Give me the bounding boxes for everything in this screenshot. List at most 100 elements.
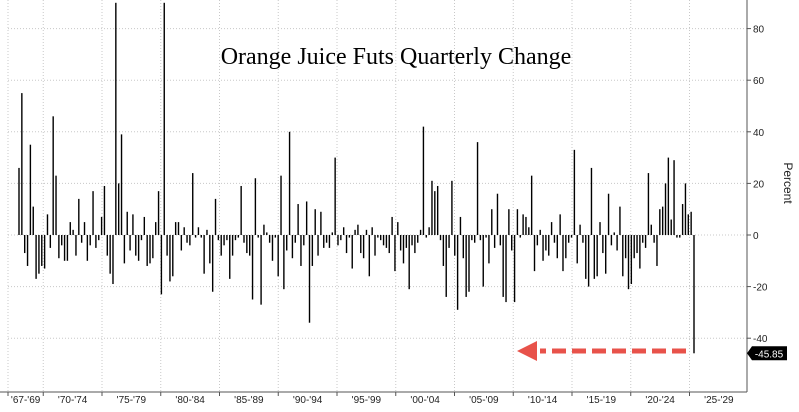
bar [129, 235, 131, 251]
bar [391, 216, 393, 235]
bar [32, 206, 34, 235]
bar [616, 235, 618, 251]
bar [260, 235, 262, 305]
bar [115, 2, 117, 235]
bar [286, 235, 288, 251]
bar [251, 235, 254, 300]
bar [223, 235, 225, 246]
bar [436, 185, 439, 235]
bar [317, 235, 319, 256]
bar [371, 227, 373, 235]
bar [459, 216, 462, 235]
bar [360, 235, 362, 254]
bar [331, 232, 333, 235]
bar [294, 235, 296, 243]
bar [599, 222, 601, 235]
bar [174, 222, 177, 235]
bar [169, 235, 171, 282]
bar [23, 235, 26, 254]
bar [585, 235, 587, 279]
x-tick-label: '90-'94 [293, 395, 323, 406]
bar [550, 222, 553, 235]
bar [693, 235, 695, 354]
bar [684, 183, 687, 235]
bar [479, 235, 482, 241]
bar [451, 180, 453, 235]
bar [200, 235, 202, 238]
bar [656, 235, 658, 266]
bar [439, 235, 442, 241]
x-tick-label: '00-'04 [410, 395, 440, 406]
bar [180, 235, 183, 251]
bar [254, 178, 257, 235]
y-axis-label: Percent [781, 162, 795, 204]
bar [639, 235, 641, 269]
bar [234, 235, 237, 241]
bar [448, 235, 450, 248]
bar [377, 235, 379, 238]
bar [100, 216, 103, 235]
x-tick-label: '70-'74 [58, 395, 88, 406]
bar [325, 235, 328, 243]
bar [240, 185, 242, 235]
bar [46, 214, 49, 235]
bar [522, 214, 524, 235]
bar [229, 235, 231, 279]
callout-layer: -45.85 [517, 341, 787, 361]
bar [545, 235, 547, 251]
last-value-label: -45.85 [755, 349, 784, 360]
y-tick-label: -40 [753, 334, 768, 345]
bar [530, 175, 533, 235]
bar [217, 235, 220, 241]
bar [66, 235, 69, 261]
bar [411, 235, 413, 246]
bars-layer [18, 2, 695, 354]
bar [619, 206, 621, 235]
bar [456, 235, 459, 310]
bar [280, 175, 282, 235]
bar [206, 229, 208, 235]
y-tick-label: 0 [753, 231, 759, 242]
bar [209, 235, 211, 264]
bar [405, 235, 408, 248]
bar [425, 235, 427, 238]
bar [573, 149, 576, 235]
bar [471, 235, 473, 241]
callout-arrow-head [517, 341, 537, 361]
bar [647, 173, 650, 235]
bar [146, 235, 148, 266]
bar [288, 131, 291, 235]
bar [485, 235, 487, 238]
bar [117, 183, 120, 235]
bar [86, 235, 89, 261]
x-tick-label: '20-'24 [645, 395, 675, 406]
bar [627, 235, 630, 290]
bar [602, 235, 604, 254]
bar [496, 193, 499, 235]
bar [491, 209, 493, 235]
bar [305, 201, 308, 235]
bar [80, 235, 83, 243]
bar [49, 235, 52, 248]
bar [21, 93, 23, 235]
bar [243, 235, 245, 243]
bar [311, 235, 314, 266]
x-tick-label: '67-'69 [11, 395, 41, 406]
bar [95, 235, 97, 248]
bar [197, 227, 200, 235]
bar [268, 235, 271, 243]
bar [570, 235, 573, 238]
bar [533, 235, 536, 272]
bar [502, 235, 504, 297]
bar [630, 235, 633, 285]
bar [653, 235, 655, 243]
bar [513, 235, 516, 303]
bar [186, 235, 188, 243]
bar [650, 224, 652, 235]
x-tick-label: '10-'14 [528, 395, 558, 406]
bar [246, 235, 248, 254]
bar [123, 235, 126, 264]
x-tick-label: '85-'89 [234, 395, 264, 406]
